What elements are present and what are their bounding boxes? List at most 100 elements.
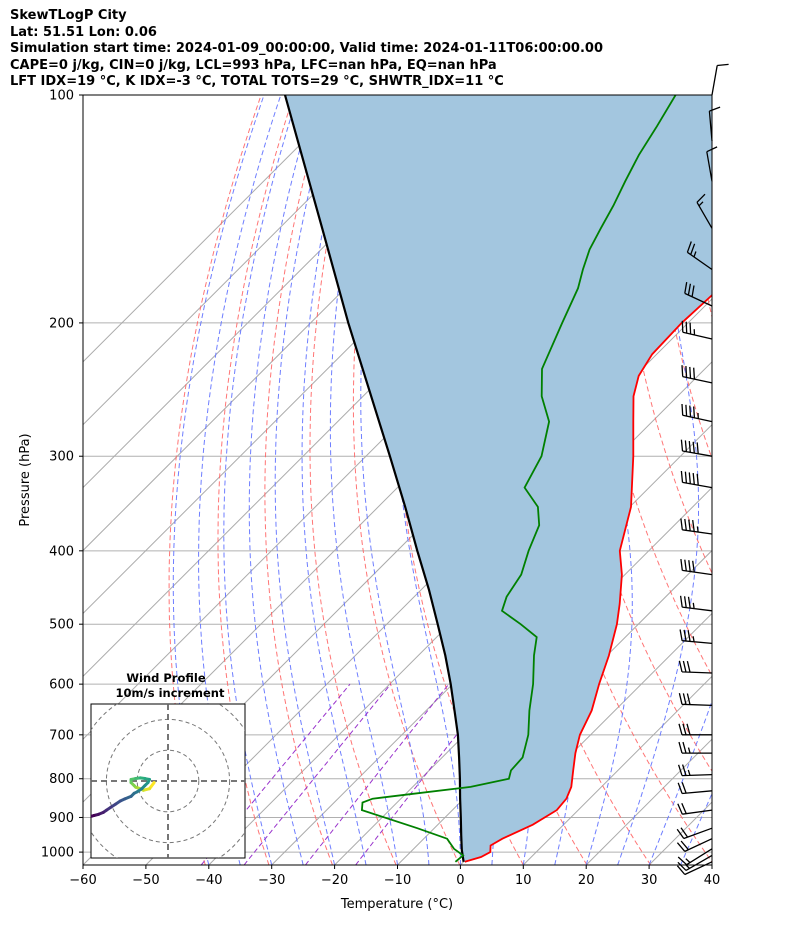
isotherm-line [460, 612, 712, 865]
dewpoint-line [360, 95, 677, 863]
x-tick-label: −40 [195, 873, 222, 888]
chart-title: SkewTLogP City [10, 8, 127, 23]
moist-adiabat [223, 95, 299, 865]
y-tick-label: 300 [49, 450, 74, 465]
y-tick-label: 800 [49, 772, 74, 787]
wind-barb [678, 693, 713, 707]
wind-barb [679, 629, 713, 645]
moist-adiabat [360, 95, 430, 865]
isotherm-line [711, 864, 712, 865]
mixing-ratio-line [305, 683, 450, 865]
wind-barb [676, 861, 713, 876]
hodograph-subtitle: 10m/s increment [116, 686, 225, 700]
isotherm-line [271, 423, 712, 865]
time-line: Simulation start time: 2024-01-09_00:00:… [10, 41, 603, 56]
dry-adiabat [717, 95, 794, 865]
dry-adiabat [750, 95, 794, 865]
wind-barb [677, 854, 713, 871]
wind-barb [676, 827, 713, 840]
wind-barb [680, 518, 713, 535]
wind-barb [696, 193, 713, 229]
wind-barb [680, 470, 713, 489]
y-tick-label: 400 [49, 544, 74, 559]
wind-barb [678, 741, 712, 754]
axes: −60 −50 −40 −30 −20 −10 0 10 20 30 40 1000 900 800 700… [41, 89, 720, 889]
y-tick-label: 600 [49, 678, 74, 693]
x-axis-label: Temperature (°C) [340, 897, 453, 912]
wind-barb [678, 723, 712, 736]
indices-line: LFT IDX=19 °C, K IDX=-3 °C, TOTAL TOTS=2… [10, 74, 504, 89]
wind-barb [677, 764, 713, 777]
parcel-profile-line [283, 95, 465, 862]
dry-adiabat [264, 95, 333, 865]
wind-barb [711, 63, 729, 96]
wind-barb [677, 782, 713, 795]
moist-adiabat [301, 95, 367, 865]
y-tick-label: 900 [49, 811, 74, 826]
wind-barb [677, 802, 713, 815]
moist-adiabat [648, 699, 712, 865]
dry-adiabat [782, 95, 794, 865]
y-tick-label: 700 [49, 728, 74, 743]
wind-barb [708, 106, 721, 142]
moist-adiabat [172, 95, 265, 865]
x-tick-label: 0 [456, 873, 464, 888]
isotherm-line [775, 95, 794, 865]
wind-barb [676, 838, 713, 852]
dry-adiabat [651, 95, 712, 460]
y-tick-label: 200 [49, 316, 74, 331]
x-tick-label: 30 [641, 873, 658, 888]
profile-lines [283, 95, 712, 863]
wind-barbs [676, 63, 729, 876]
hodograph-ring [136, 749, 200, 813]
dry-adiabat [618, 95, 712, 575]
moist-adiabat [248, 95, 316, 865]
chart-header: SkewTLogP City Lat: 51.51 Lon: 0.06 Simu… [10, 8, 603, 91]
dry-adiabat [217, 95, 295, 865]
x-tick-label: 10 [515, 873, 532, 888]
moist-adiabat [711, 863, 712, 865]
x-tick-label: −30 [258, 873, 285, 888]
mixing-ratio-line [243, 683, 392, 865]
cape-cin-shading [285, 95, 712, 862]
dry-adiabat [168, 95, 262, 865]
wind-barb [680, 439, 713, 457]
hodograph-plot [91, 704, 245, 858]
mixing-ratio-line [355, 683, 497, 865]
x-tick-label: −10 [384, 873, 411, 888]
moist-adiabat [617, 95, 700, 865]
location-line: Lat: 51.51 Lon: 0.06 [10, 24, 157, 40]
wind-barb [679, 595, 713, 612]
temperature-line [464, 293, 712, 863]
hodograph-segment [91, 813, 96, 818]
moist-adiabat [274, 95, 336, 865]
cin-shaded-area [285, 95, 712, 862]
isotherm-line [83, 95, 414, 426]
wind-barb [678, 660, 713, 674]
cape-line: CAPE=0 j/kg, CIN=0 j/kg, LCL=993 hPa, LF… [10, 57, 497, 73]
dry-adiabat [309, 95, 397, 865]
wind-barb [680, 559, 713, 576]
x-tick-label: 40 [704, 873, 721, 888]
x-tick-label: 20 [578, 873, 595, 888]
wind-barb [684, 281, 713, 307]
hodograph-title: Wind Profile [126, 671, 206, 685]
x-tick-label: −20 [321, 873, 348, 888]
y-axis-label: Pressure (hPa) [18, 433, 33, 526]
wind-barb [706, 146, 718, 182]
moist-adiabat [329, 95, 398, 865]
y-tick-label: 500 [49, 618, 74, 633]
wind-barb [677, 848, 713, 866]
mixing-ratio-line [200, 683, 351, 865]
y-tick-label: 1000 [41, 846, 74, 861]
dry-adiabat [352, 95, 461, 865]
x-tick-label: −60 [69, 873, 96, 888]
wind-barb [681, 403, 713, 423]
y-tick-label: 100 [49, 89, 74, 104]
moist-adiabat [198, 95, 282, 865]
wind-barb [686, 241, 713, 271]
wind-barb [681, 320, 713, 340]
isotherm-line [522, 675, 712, 865]
wind-barb [681, 365, 713, 384]
